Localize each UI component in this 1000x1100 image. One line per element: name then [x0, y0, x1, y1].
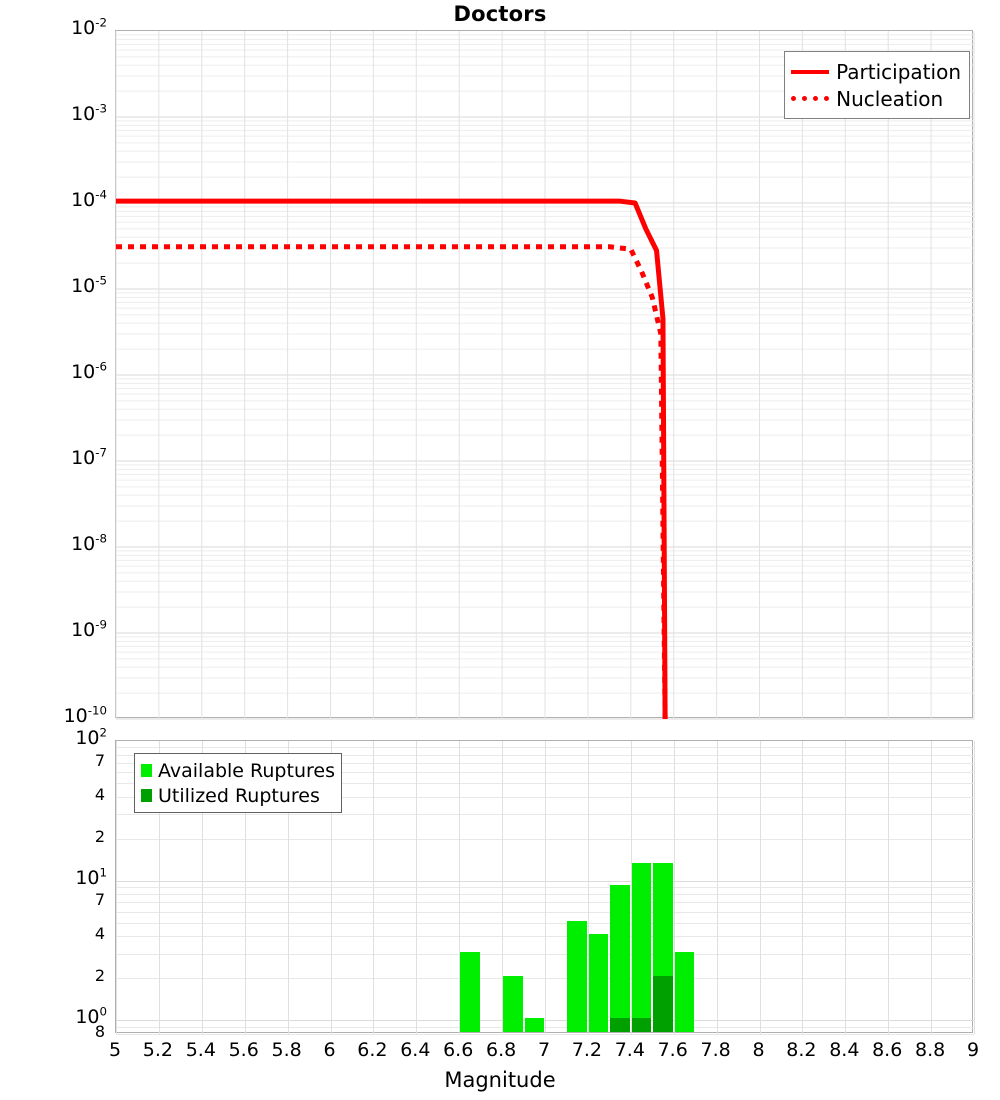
bar-available — [588, 934, 609, 1032]
bar-available — [460, 951, 480, 1032]
y-tick-top-1e-9: 10-9 — [71, 617, 107, 641]
bar-utilized — [631, 1018, 652, 1032]
gridline — [158, 741, 160, 1034]
gridline — [373, 741, 375, 1034]
x-tick-5.6: 5.6 — [228, 1039, 259, 1061]
x-tick-8.8: 8.8 — [914, 1039, 946, 1061]
gridline — [759, 741, 761, 1034]
y-minortick-bottom-2: 2 — [94, 966, 105, 986]
legend-top: Participation Nucleation — [784, 51, 970, 119]
page-title: Doctors — [453, 2, 547, 26]
bar-available — [567, 920, 587, 1032]
available-swatch-icon — [141, 764, 152, 777]
gridline — [244, 741, 246, 1034]
y-minortick-bottom-7: 7 — [94, 890, 105, 910]
x-tick-8: 8 — [752, 1039, 765, 1061]
gridline — [673, 741, 675, 1034]
x-tick-9: 9 — [966, 1039, 980, 1061]
y-tick-top-1e-8: 10-8 — [71, 531, 107, 555]
bar-available — [503, 976, 523, 1032]
gridline — [931, 741, 933, 1034]
legend-item-participation: Participation — [791, 58, 961, 85]
x-tick-7.8: 7.8 — [700, 1039, 731, 1061]
x-tick-6.6: 6.6 — [443, 1039, 474, 1061]
x-tick-6.8: 6.8 — [485, 1039, 517, 1061]
y-tick-top-1e-2: 10-2 — [71, 15, 107, 39]
x-tick-8.6: 8.6 — [872, 1039, 903, 1061]
y-tick-bottom-1e1: 101 — [75, 865, 107, 889]
x-tick-5.2: 5.2 — [142, 1039, 173, 1061]
legend-label-participation: Participation — [836, 59, 961, 84]
bar-available — [674, 951, 695, 1032]
gridline — [587, 741, 589, 1034]
x-tick-8.4: 8.4 — [829, 1039, 860, 1061]
cumulative-rate-plot: Participation Nucleation — [115, 30, 975, 720]
y-tick-top-1e-10: 10-10 — [63, 703, 107, 727]
gridline — [287, 741, 289, 1034]
gridline — [116, 1034, 974, 1035]
bar-available — [610, 885, 630, 1032]
y-tick-top-1e-7: 10-7 — [71, 445, 107, 469]
y-minortick-bottom-7: 7 — [94, 750, 105, 770]
bar-available — [524, 1018, 544, 1032]
legend-label-available: Available Ruptures — [158, 759, 335, 782]
x-tick-6.4: 6.4 — [400, 1039, 431, 1061]
gridline — [802, 741, 804, 1034]
rupture-count-plot: Available Ruptures Utilized Ruptures — [115, 740, 975, 1035]
participation-curve — [116, 198, 668, 720]
legend-item-utilized: Utilized Ruptures — [141, 783, 335, 808]
y-tick-top-1e-6: 10-6 — [71, 359, 107, 383]
y-tick-bottom-1e2: 102 — [75, 725, 107, 749]
x-tick-6.2: 6.2 — [357, 1039, 388, 1061]
y-minortick-bottom-8: 8 — [94, 1022, 105, 1041]
gridline — [416, 741, 418, 1034]
x-tick-5.8: 5.8 — [271, 1039, 302, 1061]
legend-item-nucleation: Nucleation — [791, 85, 961, 112]
y-tick-bottom-1e0: 100 — [75, 1005, 107, 1029]
legend-label-nucleation: Nucleation — [836, 86, 944, 111]
gridline — [502, 741, 504, 1034]
y-tick-top-1e-3: 10-3 — [71, 101, 107, 125]
legend-label-utilized: Utilized Ruptures — [158, 784, 320, 807]
gridline — [330, 741, 332, 1034]
gridline — [459, 741, 461, 1034]
x-tick-7.6: 7.6 — [657, 1039, 688, 1061]
y-tick-top-1e-5: 10-5 — [71, 273, 107, 297]
gridline — [545, 741, 546, 1034]
participation-line-icon — [791, 69, 830, 74]
x-tick-7: 7 — [537, 1039, 551, 1061]
nucleation-curve — [116, 244, 668, 720]
x-tick-6: 6 — [323, 1039, 336, 1061]
x-tick-7.2: 7.2 — [571, 1039, 602, 1061]
gridline — [974, 741, 975, 1034]
bar-utilized — [653, 976, 673, 1032]
x-tick-5: 5 — [108, 1039, 122, 1061]
x-axis-label: Magnitude — [444, 1068, 556, 1092]
gridline — [201, 741, 203, 1034]
x-tick-7.4: 7.4 — [614, 1039, 645, 1061]
gridline — [630, 741, 632, 1034]
nucleation-line-icon — [791, 96, 830, 101]
y-minortick-bottom-4: 4 — [94, 784, 105, 804]
y-tick-top-1e-4: 10-4 — [71, 187, 107, 211]
gridline — [888, 741, 890, 1034]
utilized-swatch-icon — [141, 789, 152, 802]
y-minortick-bottom-4: 4 — [94, 924, 105, 944]
gridline — [116, 741, 117, 1034]
bar-available — [631, 862, 652, 1032]
gridline — [716, 741, 718, 1034]
gridline — [845, 741, 847, 1034]
bar-utilized — [610, 1018, 630, 1032]
x-tick-8.2: 8.2 — [786, 1039, 817, 1061]
x-tick-5.4: 5.4 — [185, 1039, 216, 1061]
mfd-curves — [115, 31, 975, 720]
legend-item-available: Available Ruptures — [141, 758, 335, 783]
y-minortick-bottom-2: 2 — [94, 826, 105, 846]
legend-bottom: Available Ruptures Utilized Ruptures — [134, 753, 342, 813]
